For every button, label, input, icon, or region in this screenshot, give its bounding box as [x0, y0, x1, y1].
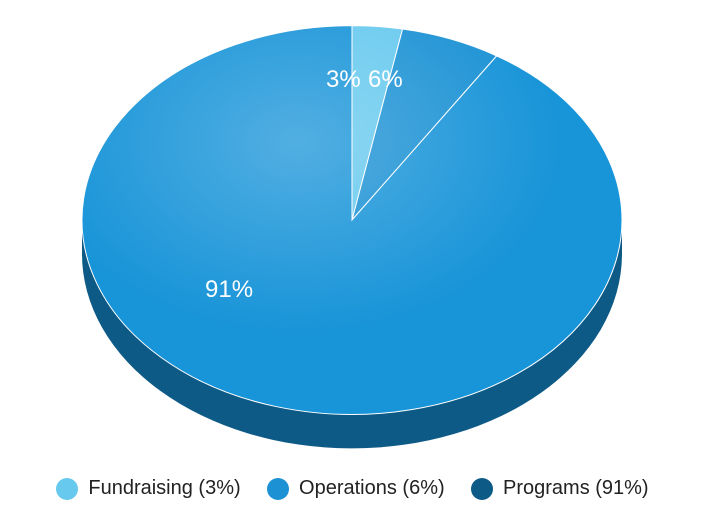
legend-item-fundraising: Fundraising (3%) — [56, 477, 240, 500]
legend-label-operations: Operations (6%) — [299, 477, 445, 500]
legend-item-operations: Operations (6%) — [267, 477, 445, 500]
legend-item-programs: Programs (91%) — [471, 477, 649, 500]
legend-swatch-programs — [471, 478, 493, 500]
slice-label-fundraising: 3% — [326, 66, 361, 94]
slice-label-programs: 91% — [205, 276, 253, 304]
pie-chart-3d: 3% 6% 91% Fundraising (3%) Operations (6… — [0, 0, 705, 514]
slice-label-operations: 6% — [368, 66, 403, 94]
legend: Fundraising (3%) Operations (6%) Program… — [0, 477, 705, 500]
legend-swatch-operations — [267, 478, 289, 500]
legend-label-fundraising: Fundraising (3%) — [88, 477, 240, 500]
legend-label-programs: Programs (91%) — [503, 477, 649, 500]
legend-swatch-fundraising — [56, 478, 78, 500]
